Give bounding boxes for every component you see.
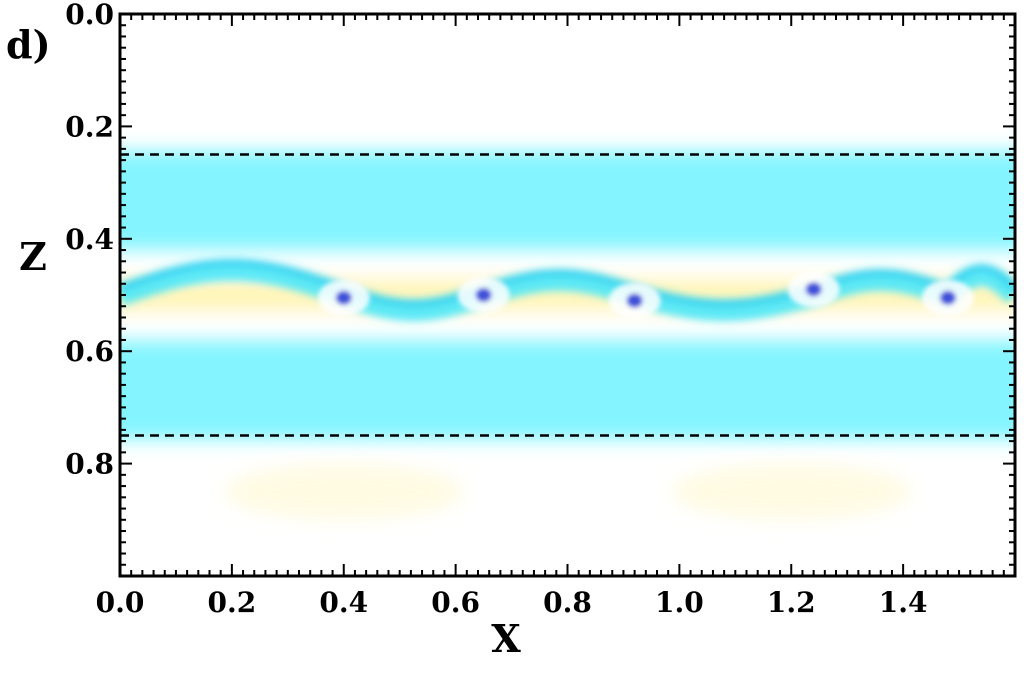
vortex-core-0 (335, 290, 352, 305)
x-tick-label: 0.0 (96, 586, 145, 619)
vortex-sheet-edge (120, 260, 1015, 307)
x-axis-ticks (119, 14, 1016, 576)
positive-patch-left (223, 463, 464, 520)
x-tick-label: 0.2 (208, 586, 257, 619)
x-tick-label: 1.0 (655, 586, 704, 619)
y-tick-label: 0.8 (65, 448, 114, 481)
vortex-core-4 (939, 290, 956, 305)
y-axis-title: Z (19, 234, 47, 279)
x-tick-label: 0.8 (543, 586, 592, 619)
y-axis-ticks (120, 13, 1015, 577)
vortex-sheet-group (120, 258, 1015, 322)
x-tick-label: 0.4 (319, 586, 368, 619)
y-tick-label: 0.2 (65, 110, 114, 143)
y-tick-label: 0.4 (65, 223, 114, 256)
x-tick-label: 0.6 (431, 586, 480, 619)
vorticity-field (120, 14, 1015, 576)
vortex-core-1 (475, 288, 492, 302)
x-tick-label: 1.4 (879, 586, 928, 619)
y-tick-label: 0.0 (65, 0, 114, 31)
positive-patch-right (671, 463, 912, 520)
vortex-core-3 (805, 282, 822, 297)
vortex-core-2 (626, 293, 643, 308)
vortex-sheet (120, 258, 1015, 322)
vortex-cores (317, 271, 974, 319)
x-axis-title: X (491, 616, 521, 661)
x-tick-label: 1.2 (767, 586, 816, 619)
panel-label: d) (6, 22, 51, 67)
y-tick-label: 0.6 (65, 335, 114, 368)
x-axis-tick-labels: 0.0 0.2 0.4 0.6 0.8 1.0 1.2 1.4 (96, 586, 928, 619)
y-axis-tick-labels: 0.0 0.2 0.4 0.6 0.8 (65, 0, 114, 481)
vortex-layer (120, 250, 1015, 340)
